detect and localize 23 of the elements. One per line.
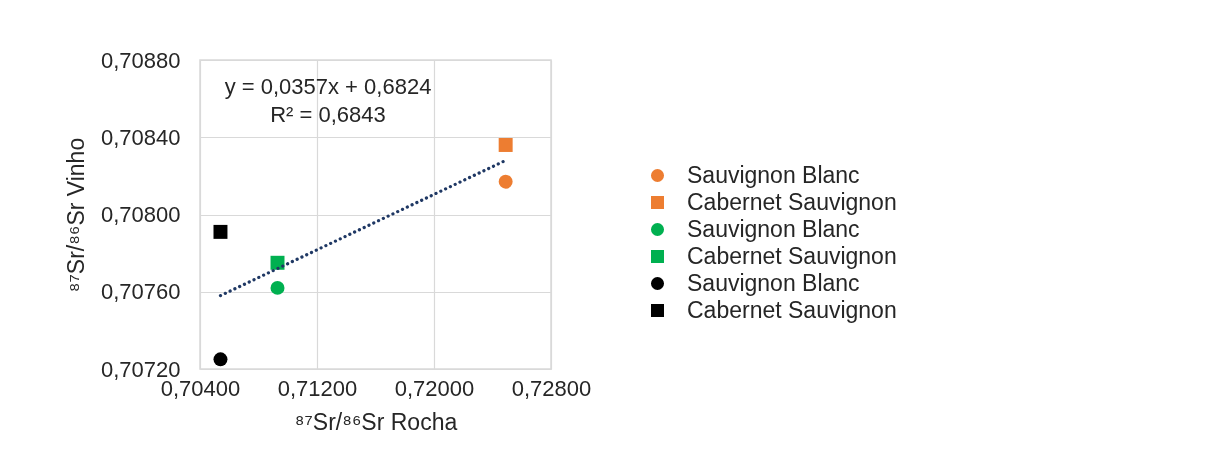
- x-axis-title: ⁸⁷Sr/⁸⁶Sr Rocha: [294, 408, 458, 435]
- point: [270, 280, 285, 295]
- y-tick-label: 0,70880: [100, 47, 181, 73]
- legend-label: Sauvignon Blanc: [687, 161, 860, 188]
- x-tick-label: 0,72800: [511, 375, 592, 401]
- legend-label: Cabernet Sauvignon: [687, 188, 897, 215]
- y-axis-title: ⁸⁷Sr/⁸⁶Sr Vinho: [62, 137, 89, 293]
- point: [213, 224, 228, 239]
- point: [498, 137, 513, 152]
- y-tick-label: 0,70800: [100, 202, 181, 227]
- point: [498, 174, 513, 189]
- y-tick-label: 0,70760: [100, 279, 181, 305]
- y-tick-label: 0,70840: [100, 124, 181, 150]
- legend-label: Sauvignon Blanc: [687, 269, 860, 296]
- legend-label: Cabernet Sauvignon: [687, 296, 897, 323]
- point: [213, 352, 228, 367]
- y-tick-label: 0,70720: [100, 356, 181, 382]
- x-tick-label: 0,72000: [394, 375, 475, 401]
- annotation: y = 0,0357x + 0,6824: [224, 74, 432, 99]
- x-tick-label: 0,71200: [277, 375, 358, 401]
- annotation: R² = 0,6843: [270, 102, 386, 127]
- legend-label: Cabernet Sauvignon: [687, 242, 897, 269]
- legend-label: Sauvignon Blanc: [687, 215, 860, 242]
